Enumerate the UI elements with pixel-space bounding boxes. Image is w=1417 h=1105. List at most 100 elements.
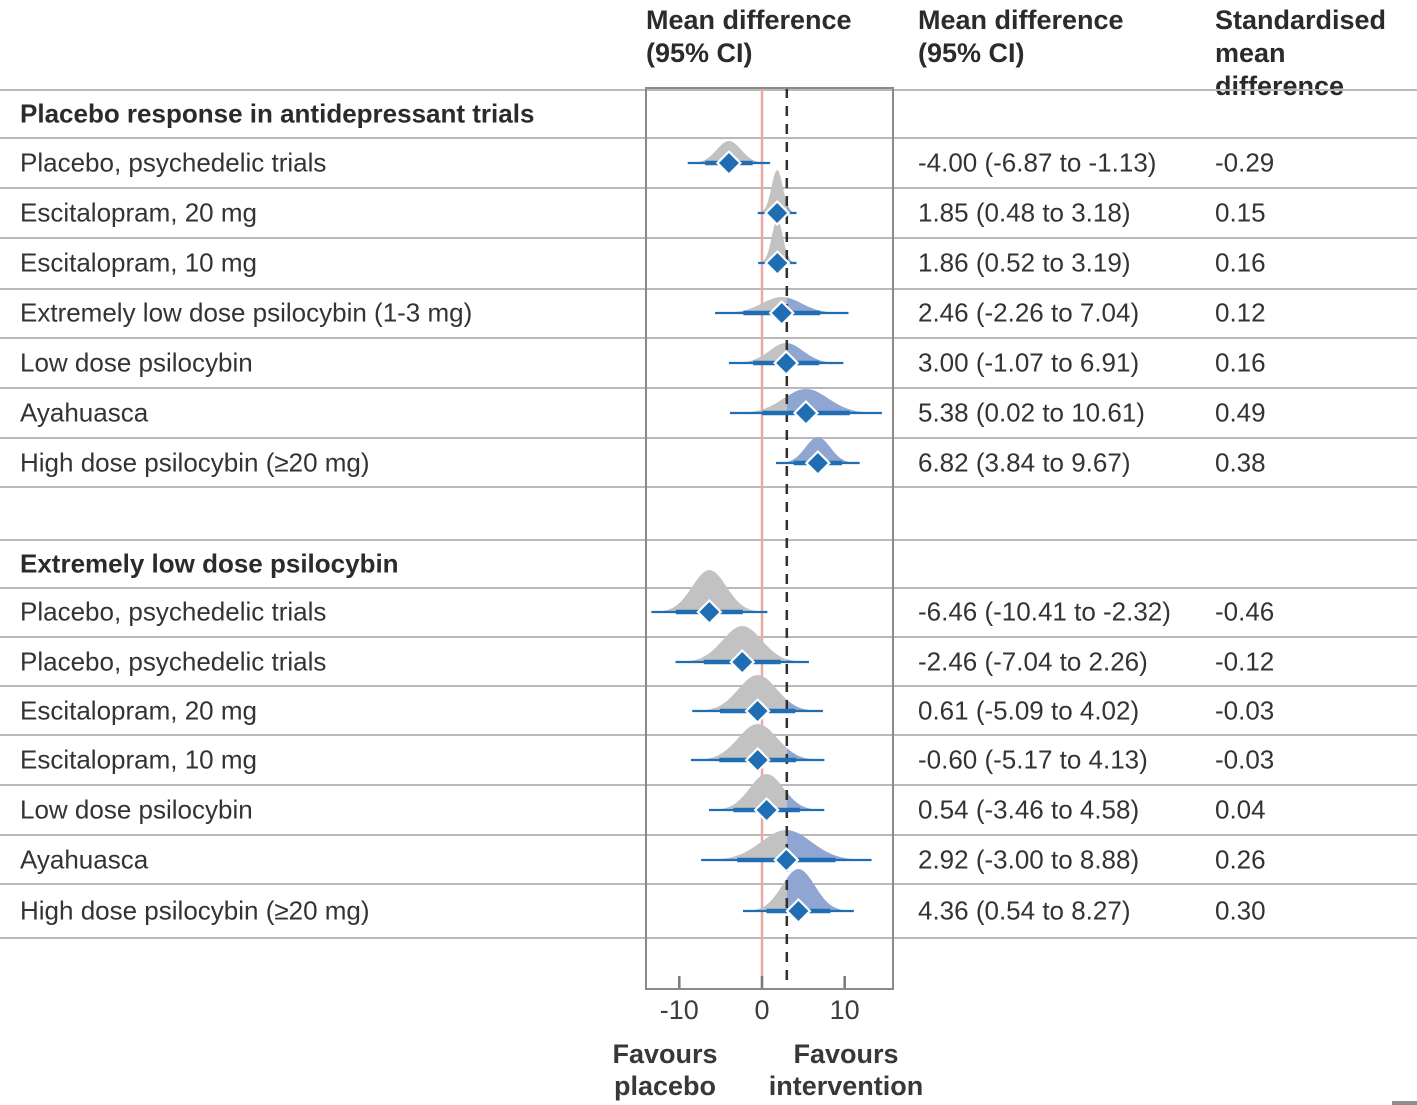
row-divider [0,539,1417,541]
estimate-cell: 2.92 (-3.00 to 8.88) [918,844,1140,875]
row-label: Low dose psilocybin [20,794,253,825]
estimate-cell: -4.00 (-6.87 to -1.13) [918,147,1157,178]
estimate-cell: 0.61 (-5.09 to 4.02) [918,695,1140,726]
row-divider [0,137,1417,139]
column-header-plot: Mean difference (95% CI) [646,5,852,68]
point-estimate-diamond [753,796,780,824]
row-divider [0,834,1417,836]
row-label: Ayahuasca [20,844,149,875]
section-header: Placebo response in antidepressant trial… [20,98,535,129]
estimate-cell: 1.86 (0.52 to 3.19) [918,247,1131,278]
row-label: Ayahuasca [20,397,149,428]
point-estimate-diamond [744,697,771,725]
estimate-cell: 1.85 (0.48 to 3.18) [918,197,1131,228]
row-divider [0,288,1417,290]
estimate-cell: -2.46 (-7.04 to 2.26) [918,646,1148,677]
point-estimate-diamond [768,299,795,327]
row-label: Low dose psilocybin [20,347,253,378]
smd-cell: -0.03 [1215,695,1275,726]
posterior-density-gray [743,878,787,911]
posterior-density-blue [786,437,860,463]
smd-cell: 0.49 [1215,397,1266,428]
smd-cell: 0.38 [1215,447,1266,478]
posterior-density-blue [786,297,849,313]
posterior-density-blue [786,659,809,662]
section-header: Extremely low dose psilocybin [20,548,399,579]
row-label: Extremely low dose psilocybin (1-3 mg) [20,297,473,328]
row-label: High dose psilocybin (≥20 mg) [20,895,370,926]
point-estimate-diamond [715,149,742,177]
smd-cell: -0.12 [1215,646,1275,677]
posterior-density-blue [651,570,767,612]
posterior-density-gray [728,343,787,363]
row-divider [0,437,1417,439]
corner-bar [1392,1101,1417,1105]
row-divider [0,685,1417,687]
posterior-density-blue [688,141,770,163]
favours-intervention-label: Favours intervention [768,1039,924,1102]
estimate-cell: -0.60 (-5.17 to 4.13) [918,744,1148,775]
posterior-density-blue [786,869,854,911]
row-divider [0,734,1417,736]
point-estimate-diamond [764,249,791,277]
estimate-cell: 5.38 (0.02 to 10.61) [918,397,1145,428]
row-divider [0,89,1417,91]
row-label: Escitalopram, 20 mg [20,695,257,726]
row-divider [0,337,1417,339]
estimate-cell: 6.82 (3.84 to 9.67) [918,447,1131,478]
point-estimate-diamond [696,598,723,626]
smd-cell: 0.26 [1215,844,1266,875]
posterior-density-blue [786,699,823,711]
posterior-density-blue [786,792,825,810]
posterior-density-blue [786,747,825,760]
row-label: Placebo, psychedelic trials [20,147,327,178]
row-divider [0,636,1417,638]
posterior-density-gray [687,141,771,163]
estimate-cell: 3.00 (-1.07 to 6.91) [918,347,1140,378]
posterior-density-gray [730,396,787,413]
point-estimate-diamond [744,746,771,774]
posterior-density-gray [715,297,787,313]
smd-cell: -0.29 [1215,147,1275,178]
posterior-density-gray [776,461,787,463]
point-estimate-diamond [729,648,756,676]
posterior-density-blue [786,202,797,213]
row-label: Escitalopram, 20 mg [20,197,257,228]
estimate-cell: 4.36 (0.54 to 8.27) [918,895,1131,926]
estimate-cell: -6.46 (-10.41 to -2.32) [918,596,1171,627]
point-estimate-diamond [773,349,800,377]
posterior-density-gray [691,724,787,760]
smd-cell: 0.16 [1215,247,1266,278]
column-header-mean-difference: Mean difference (95% CI) [918,5,1124,68]
row-divider [0,587,1417,589]
row-divider [0,187,1417,189]
row-divider [0,937,1417,939]
row-divider [0,784,1417,786]
row-label: Placebo, psychedelic trials [20,646,327,677]
posterior-density-gray [757,170,787,213]
axis-tick-label: 0 [754,995,770,1025]
axis-tick-label: -10 [659,995,699,1025]
point-estimate-diamond [785,897,812,925]
column-header-smd: Standardised mean difference [1215,5,1387,101]
smd-cell: 0.30 [1215,895,1266,926]
point-estimate-diamond [792,399,820,427]
axis-tick-label: 10 [829,995,860,1025]
estimate-cell: 0.54 (-3.46 to 4.58) [918,794,1140,825]
point-estimate-diamond [764,199,791,227]
posterior-density-gray [709,774,787,810]
smd-cell: 0.16 [1215,347,1266,378]
posterior-density-blue [786,389,882,413]
favours-placebo-label: Favours placebo [612,1039,718,1102]
point-estimate-diamond [804,449,831,477]
smd-cell: 0.04 [1215,794,1266,825]
posterior-density-gray [651,570,768,612]
row-divider [0,883,1417,885]
posterior-density-gray [675,626,787,662]
smd-cell: -0.46 [1215,596,1275,627]
row-divider [0,387,1417,389]
posterior-density-gray [758,220,787,263]
row-label: High dose psilocybin (≥20 mg) [20,447,370,478]
smd-cell: 0.12 [1215,297,1266,328]
row-label: Escitalopram, 10 mg [20,744,257,775]
